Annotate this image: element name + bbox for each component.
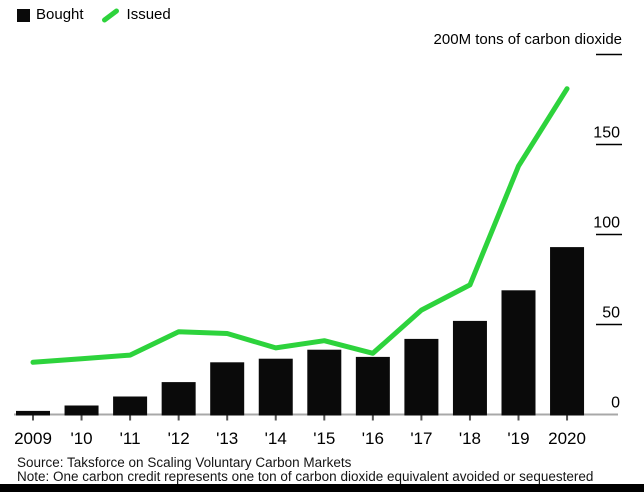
bought-square-icon <box>17 8 30 22</box>
footer: Source: Taksforce on Scaling Voluntary C… <box>17 456 593 484</box>
bar-11 <box>113 396 148 416</box>
legend-item-issued: Issued <box>100 6 171 24</box>
note-line: Note: One carbon credit represents one t… <box>17 468 594 484</box>
bar-16 <box>355 356 390 416</box>
bar-10 <box>64 405 99 416</box>
x-label-11: '11 <box>120 429 141 448</box>
x-label-16: '16 <box>362 429 384 448</box>
bar-2020 <box>550 247 585 416</box>
x-label-2020: 2020 <box>548 429 586 448</box>
x-label-18: '18 <box>459 429 481 448</box>
issued-slash-icon <box>101 8 119 22</box>
legend-label-bought: Bought <box>36 6 84 23</box>
x-label-15: '15 <box>313 429 335 448</box>
y-axis-title: 200M tons of carbon dioxide <box>433 31 622 48</box>
bar-14 <box>258 358 293 416</box>
x-label-2009: 2009 <box>14 429 52 448</box>
source-line: Source: Taksforce on Scaling Voluntary C… <box>17 455 352 470</box>
x-label-14: '14 <box>265 429 287 448</box>
y-tick-label-150: 150 <box>593 125 620 142</box>
bottom-black-bar <box>0 484 644 492</box>
x-label-10: '10 <box>70 429 92 448</box>
y-tick-label-0: 0 <box>611 395 620 412</box>
legend-label-issued: Issued <box>126 6 171 23</box>
chart-plot: 0 50 100 150 2009 '10 '11 '12 '13 '14 '15 '16 '17 '18… <box>14 53 622 448</box>
x-label-12: '12 <box>168 429 190 448</box>
bar-2009 <box>16 410 50 416</box>
y-tick-label-50: 50 <box>602 305 620 322</box>
legend: Bought Issued <box>17 6 171 24</box>
y-tick-label-100: 100 <box>593 215 620 232</box>
bar-18 <box>452 320 487 416</box>
x-label-19: '19 <box>507 429 529 448</box>
x-label-17: '17 <box>410 429 432 448</box>
legend-item-bought: Bought <box>17 6 84 24</box>
bar-12 <box>161 382 196 416</box>
bar-15 <box>307 349 342 416</box>
bar-19 <box>501 290 536 416</box>
issued-line <box>30 86 570 365</box>
bar-17 <box>404 338 439 416</box>
bar-13 <box>210 362 245 416</box>
x-label-13: '13 <box>216 429 238 448</box>
